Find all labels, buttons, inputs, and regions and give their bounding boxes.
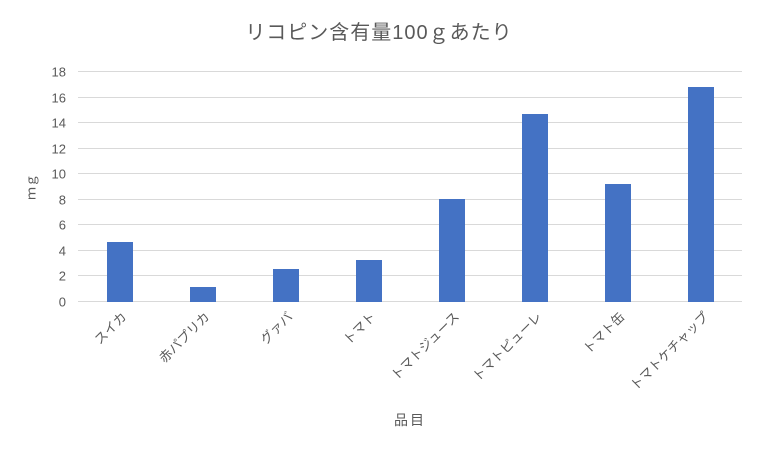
y-tick-label: 6	[58, 217, 66, 233]
bar-トマト缶	[604, 184, 631, 302]
bar-slot	[78, 72, 161, 302]
gridline	[78, 173, 742, 175]
x-tick-label: トマトピューレ	[470, 309, 546, 384]
gridline	[78, 275, 742, 277]
chart-title: リコピン含有量100ｇあたり	[245, 22, 513, 44]
x-tick-label: 赤パプリカ	[156, 309, 214, 366]
y-tick-label: 0	[58, 294, 66, 310]
bar-グァバ	[272, 268, 299, 302]
y-axis-title: ｍｇ	[8, 72, 52, 302]
y-tick-label: 8	[58, 192, 66, 208]
gridline	[78, 96, 742, 98]
bar-トマトピューレ	[521, 114, 548, 302]
plot-area	[78, 71, 742, 302]
gridline	[78, 147, 742, 149]
y-tick-label: 18	[51, 64, 66, 80]
bar-トマトケチャップ	[687, 87, 714, 302]
bar-slot	[161, 72, 244, 302]
bar-slot	[244, 72, 327, 302]
y-tick-label: 2	[58, 268, 66, 284]
gridline	[78, 198, 742, 200]
bars-group	[78, 72, 742, 302]
bar-トマト	[355, 259, 382, 302]
bar-slot	[327, 72, 410, 302]
y-tick-label: 16	[51, 90, 66, 106]
y-tick-label: 12	[51, 141, 66, 157]
x-tick-label: トマトジュース	[388, 309, 463, 383]
gridline	[78, 122, 742, 124]
y-axis-tick-labels: 0 2 4 6 8 10 12 14 16 18	[20, 66, 66, 309]
gridline	[78, 249, 742, 251]
gridline	[78, 224, 742, 226]
x-tick-label: トマト	[340, 309, 380, 348]
bar-slot	[659, 72, 742, 302]
gridline	[78, 71, 742, 72]
x-tick-label: トマトケチャップ	[627, 309, 712, 394]
x-tick-label: スイカ	[91, 309, 131, 348]
bar-トマトジュース	[438, 198, 465, 302]
bar-slot	[410, 72, 493, 302]
x-tick-label: トマト缶	[580, 309, 629, 357]
y-axis-title-text: ｍｇ	[23, 173, 39, 201]
gridline	[78, 301, 742, 302]
y-tick-label: 4	[58, 243, 66, 259]
bar-slot	[576, 72, 659, 302]
y-tick-label: 10	[51, 166, 66, 182]
y-tick-label: 14	[51, 115, 66, 131]
bar-スイカ	[106, 241, 133, 302]
x-axis-tick-labels: スイカ 赤パプリカ グァバ トマト トマトジュース トマトピューレ トマト缶 トマトケチャップ	[78, 305, 742, 415]
bar-赤パプリカ	[189, 286, 216, 302]
bar-slot	[493, 72, 576, 302]
x-tick-label: グァバ	[257, 309, 297, 348]
x-axis-title: 品目	[394, 412, 426, 428]
